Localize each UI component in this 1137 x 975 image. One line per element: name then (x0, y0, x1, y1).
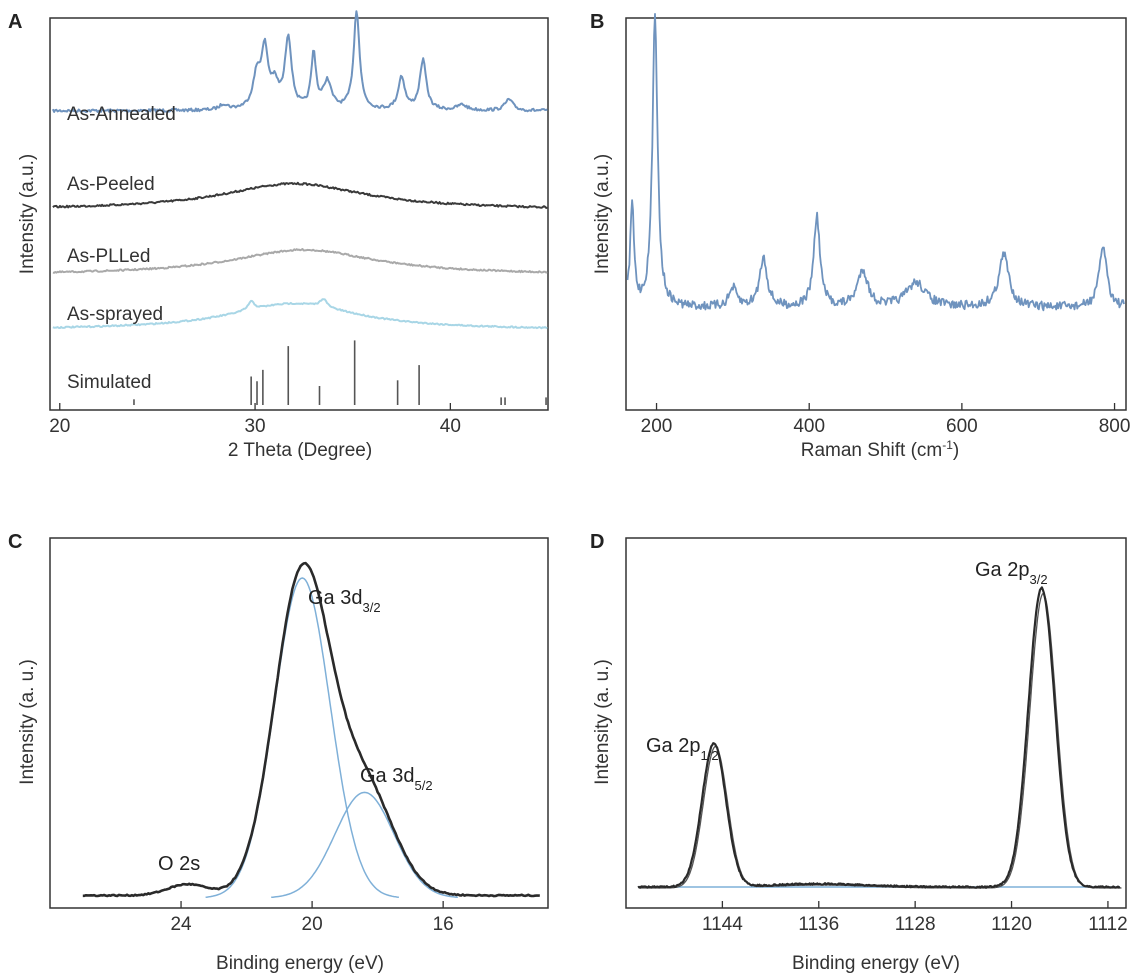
x-axis-label-b-main: Raman Shift (cm (801, 440, 942, 461)
x-axis-label-c: Binding energy (eV) (216, 953, 384, 974)
c-tick-label-16: 16 (433, 914, 454, 935)
envelope-curve-ga-3d (82, 561, 540, 898)
series-label-as-plled: As-PLLed (67, 246, 150, 267)
b-tick-label-600: 600 (946, 416, 978, 437)
a-tick-label-40: 40 (440, 416, 461, 437)
panel-b: B 200 400 600 800 Raman Shift (cm-1) Intens… (590, 11, 1130, 461)
d-tick-label-1120: 1120 (991, 914, 1032, 935)
annotation-ga-3d52-main: Ga 3d (360, 765, 414, 787)
annotation-ga-3d52: Ga 3d5/2 (360, 765, 433, 793)
annotation-ga-3d32: Ga 3d3/2 (308, 587, 381, 615)
annotation-ga-2p32-main: Ga 2p (975, 559, 1029, 581)
annotation-ga-2p32: Ga 2p3/2 (975, 559, 1048, 587)
series-line-as-sprayed (52, 298, 548, 330)
panel-a: A As-Annealed As-Peeled As-PLLed As-spra… (8, 10, 549, 461)
panel-label-c: C (8, 531, 22, 553)
series-label-simulated: Simulated (67, 372, 152, 393)
series-label-as-peeled: As-Peeled (67, 174, 155, 195)
panel-label-a: A (8, 11, 22, 33)
y-axis-label-c: Intensity (a. u.) (17, 659, 38, 785)
a-tick-label-30: 30 (244, 416, 265, 437)
x-axis-label-a: 2 Theta (Degree) (228, 440, 372, 461)
d-tick-label-1112: 1112 (1088, 914, 1127, 935)
fit-curve-ga-3d52 (271, 791, 458, 899)
b-tick-label-400: 400 (793, 416, 825, 437)
annotation-ga-3d52-sub: 5/2 (414, 778, 432, 793)
fit-curve-ga-3d32 (205, 577, 399, 898)
series-group-a (51, 10, 548, 405)
b-tick-label-800: 800 (1099, 416, 1131, 437)
panel-label-b: B (590, 11, 604, 33)
x-axis-label-b-end: ) (953, 440, 959, 461)
panel-c: C 24 20 16 Ga 3d3/2 Ga 3d5/2 O 2s Binding … (8, 531, 549, 974)
y-axis-label-a: Intensity (a.u.) (17, 154, 38, 274)
x-axis-label-b-sup: -1 (942, 438, 953, 452)
x-axis-label-d: Binding energy (eV) (792, 953, 960, 974)
y-axis-label-b: Intensity (a.u.) (592, 154, 613, 274)
series-line-as-annealed (51, 10, 548, 113)
annotation-ga-2p12-sub: 1/2 (700, 748, 718, 763)
panel-d: D 1144 1136 1128 1120 1112 Ga 2p1/2 Ga 2p3/2… (590, 531, 1128, 974)
annotation-ga-3d32-sub: 3/2 (362, 600, 380, 615)
plot-frame-c (49, 537, 549, 909)
annotation-o-2s: O 2s (158, 853, 200, 875)
d-tick-label-1136: 1136 (798, 914, 839, 935)
envelope-curve-ga-2p (637, 586, 1121, 889)
d-tick-label-1144: 1144 (702, 914, 743, 935)
d-tick-label-1128: 1128 (895, 914, 936, 935)
plot-frame-b (625, 17, 1127, 411)
b-tick-label-200: 200 (641, 416, 673, 437)
series-line-as-plled (52, 248, 548, 274)
x-ticks-c: 24 20 16 (170, 901, 454, 935)
plot-frame-a (49, 17, 549, 411)
panel-label-d: D (590, 531, 604, 553)
annotation-ga-2p32-sub: 3/2 (1029, 572, 1047, 587)
y-axis-label-d: Intensity (a. u.) (592, 659, 613, 785)
series-group-c (82, 561, 540, 899)
a-tick-label-20: 20 (49, 416, 70, 437)
c-tick-label-24: 24 (170, 914, 192, 935)
x-axis-label-b: Raman Shift (cm-1) (801, 438, 959, 461)
annotation-ga-2p12: Ga 2p1/2 (646, 735, 719, 763)
plot-frame-d (625, 537, 1127, 909)
x-ticks-a: 20 30 40 (49, 403, 461, 437)
series-label-as-annealed: As-Annealed (67, 104, 176, 125)
x-ticks-b: 200 400 600 800 (641, 403, 1131, 437)
series-line-as-peeled (52, 181, 548, 209)
series-group-b (626, 13, 1125, 312)
c-tick-label-20: 20 (302, 914, 323, 935)
series-group-d (637, 586, 1122, 889)
annotation-ga-2p12-main: Ga 2p (646, 735, 700, 757)
annotation-ga-3d32-main: Ga 3d (308, 587, 362, 609)
raman-spectrum-line (626, 13, 1125, 312)
series-label-as-sprayed: As-sprayed (67, 304, 163, 325)
x-ticks-d: 1144 1136 1128 1120 1112 (702, 901, 1128, 935)
